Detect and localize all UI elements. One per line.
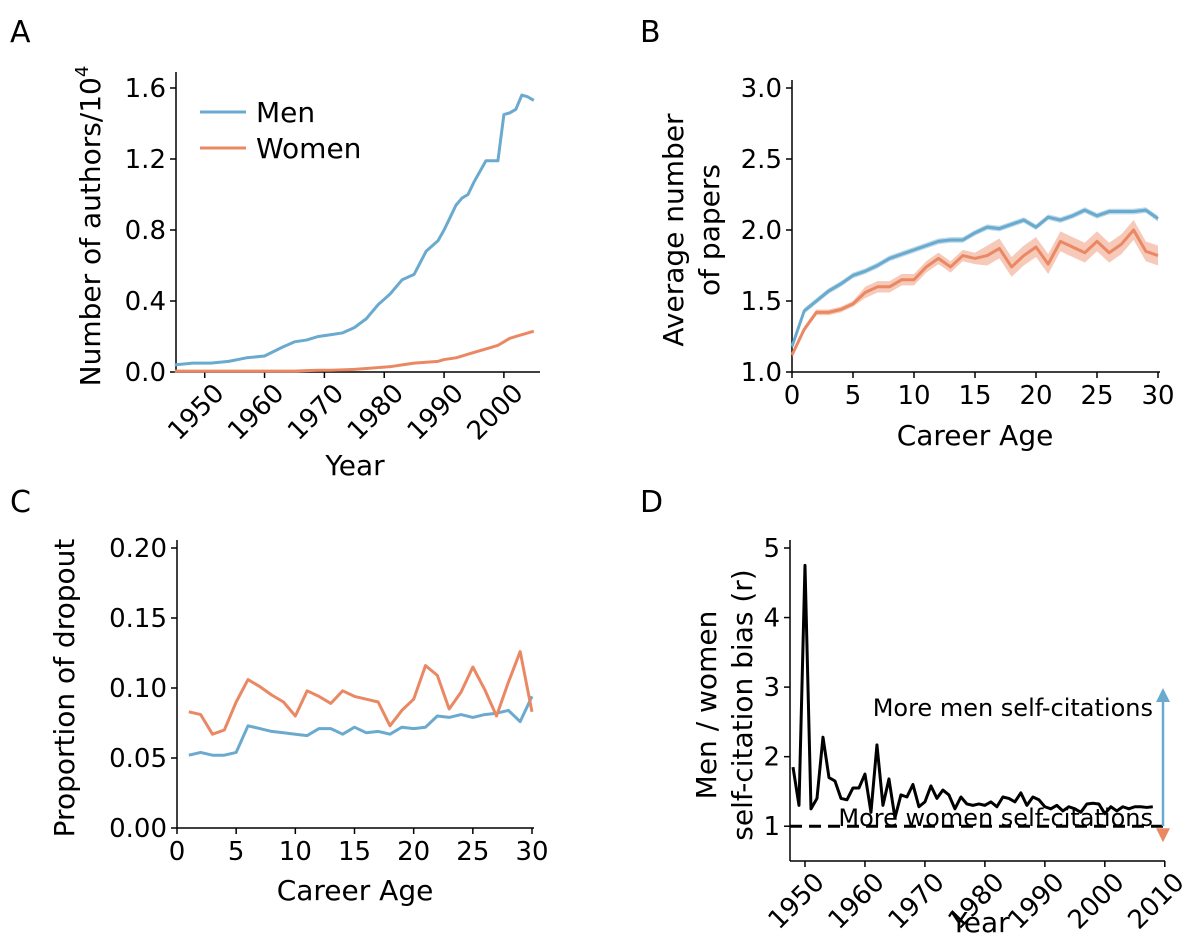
confidence-band — [792, 207, 1158, 350]
x-tick-label: 1950 — [162, 378, 230, 446]
y-tick-label: 4 — [763, 604, 780, 634]
x-axis-label: Year — [949, 906, 1010, 937]
y-tick-label: 0.4 — [125, 287, 166, 317]
x-tick-label: 20 — [397, 837, 430, 867]
panel-letter: A — [10, 15, 31, 50]
series-line — [188, 650, 534, 736]
legend-label: Women — [256, 132, 361, 165]
y-tick-label: 0.20 — [109, 534, 167, 564]
y-axis-label: Men / women — [690, 611, 723, 800]
y-axis-label-superscript: 4 — [72, 66, 93, 77]
x-tick-label: 2000 — [462, 378, 530, 446]
x-tick-label: 20 — [1019, 381, 1052, 411]
y-tick-label: 0.10 — [109, 674, 167, 704]
x-tick-label: 1980 — [342, 378, 410, 446]
x-tick-label: 15 — [958, 381, 991, 411]
y-axis-label: Proportion of dropout — [48, 539, 81, 838]
y-axis-label: of papers — [693, 164, 726, 296]
y-tick-label: 3.0 — [741, 74, 782, 104]
series-line — [791, 563, 1153, 820]
annotation: More women self-citations — [838, 804, 1153, 832]
annotation: More men self-citations — [873, 694, 1153, 722]
y-axis-label-text: self-citation bias (r) — [726, 569, 759, 840]
y-axis-label-text: Proportion of dropout — [48, 539, 81, 838]
annotation-arrowhead — [1156, 688, 1170, 702]
x-tick-label: 2000 — [1063, 867, 1131, 935]
y-tick-label: 2.0 — [741, 216, 782, 246]
x-axis-label: Career Age — [897, 419, 1054, 452]
y-axis-label: Number of authors/104 — [72, 66, 107, 387]
panel-letter: C — [10, 485, 31, 520]
x-tick-label: 25 — [1080, 381, 1113, 411]
x-tick-label: 30 — [1141, 381, 1174, 411]
y-tick-label: 1.0 — [741, 358, 782, 388]
y-tick-label: 1.2 — [125, 145, 166, 175]
y-axis-label-text: Men / women — [690, 611, 723, 800]
y-tick-label: 3 — [763, 673, 780, 703]
x-tick-label: 1950 — [763, 867, 831, 935]
y-axis-label: self-citation bias (r) — [726, 569, 759, 840]
y-tick-label: 0.00 — [109, 814, 167, 844]
series-line — [174, 329, 535, 373]
y-tick-label: 1.5 — [741, 287, 782, 317]
annotation-arrowhead — [1156, 828, 1170, 843]
x-tick-label: 15 — [338, 837, 371, 867]
x-tick-label: 1960 — [823, 867, 891, 935]
y-axis-label: Average number — [657, 113, 690, 347]
x-tick-label: 0 — [169, 837, 186, 867]
x-tick-label: 5 — [228, 837, 245, 867]
y-tick-label: 1 — [763, 812, 780, 842]
x-tick-label: 30 — [515, 837, 548, 867]
x-tick-label: 1970 — [883, 867, 951, 935]
x-tick-label: 5 — [845, 381, 862, 411]
y-tick-label: 0.0 — [125, 358, 166, 388]
legend-label: Men — [256, 96, 315, 129]
series-line — [188, 695, 534, 757]
x-tick-label: 1970 — [282, 378, 350, 446]
x-tick-label: 25 — [456, 837, 489, 867]
panel-letter: B — [640, 15, 661, 50]
y-axis-label-text: Number of authors/10 — [74, 77, 107, 386]
series-line — [790, 228, 1159, 356]
y-tick-label: 0.8 — [125, 216, 166, 246]
y-tick-label: 0.15 — [109, 604, 167, 634]
x-tick-label: 0 — [784, 381, 801, 411]
series-line — [790, 208, 1159, 347]
y-tick-label: 2 — [763, 743, 780, 773]
x-tick-label: 10 — [279, 837, 312, 867]
y-tick-label: 2.5 — [741, 145, 782, 175]
y-tick-label: 0.05 — [109, 744, 167, 774]
y-tick-label: 5 — [763, 534, 780, 564]
series-line — [174, 93, 535, 367]
y-axis-label-text: Average number — [657, 113, 690, 347]
x-axis-label: Year — [324, 449, 385, 482]
x-tick-label: 1990 — [1003, 867, 1071, 935]
panel-letter: D — [640, 485, 663, 520]
x-tick-label: 1990 — [402, 378, 470, 446]
x-tick-label: 10 — [897, 381, 930, 411]
x-tick-label: 2010 — [1122, 867, 1190, 935]
x-axis-label: Career Age — [277, 874, 434, 907]
y-axis-label-text: of papers — [693, 164, 726, 296]
y-tick-label: 1.6 — [125, 74, 166, 104]
confidence-band — [792, 220, 1158, 358]
x-tick-label: 1960 — [222, 378, 290, 446]
